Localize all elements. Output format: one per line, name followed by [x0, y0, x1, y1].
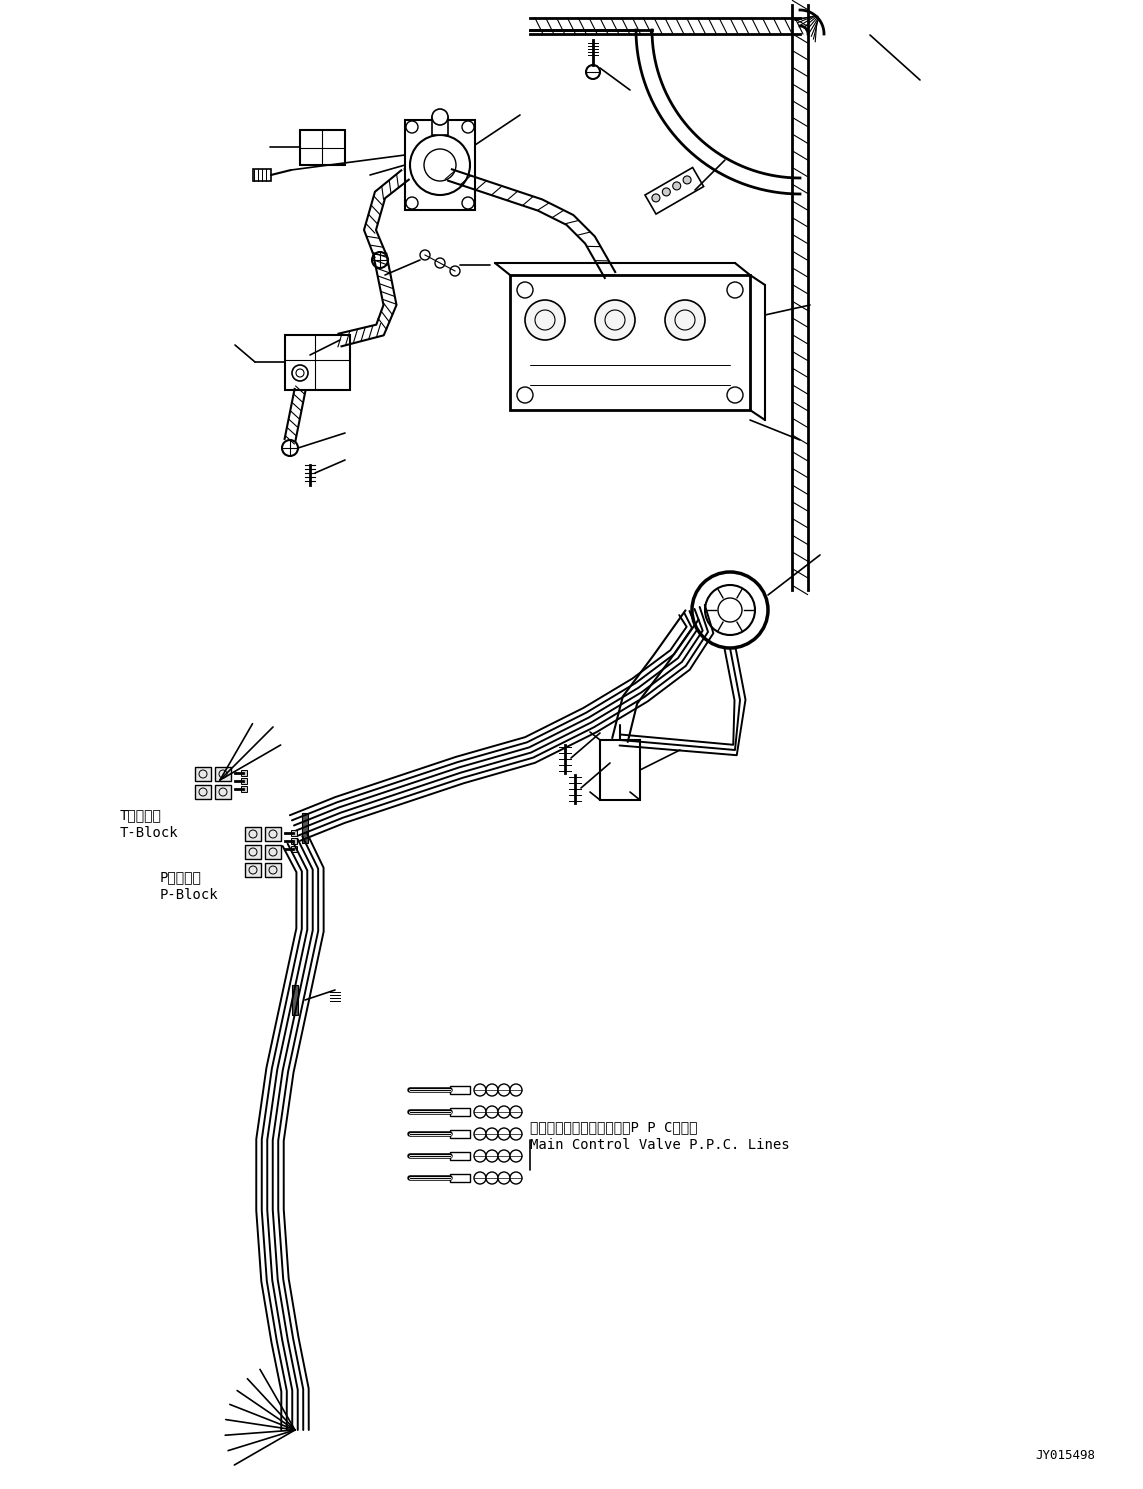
Circle shape	[596, 299, 636, 339]
Circle shape	[727, 281, 743, 298]
Circle shape	[684, 176, 692, 185]
Circle shape	[450, 267, 459, 275]
Text: Main Control Valve P.P.C. Lines: Main Control Valve P.P.C. Lines	[530, 1138, 790, 1152]
Circle shape	[498, 1106, 510, 1118]
Bar	[245, 844, 261, 859]
Circle shape	[474, 1150, 486, 1161]
Circle shape	[432, 109, 448, 125]
Circle shape	[474, 1172, 486, 1184]
Bar	[195, 785, 211, 800]
Circle shape	[486, 1106, 498, 1118]
Bar	[450, 1152, 470, 1160]
Circle shape	[510, 1129, 522, 1141]
Bar	[600, 740, 640, 800]
Circle shape	[486, 1129, 498, 1141]
Bar	[645, 167, 704, 214]
Circle shape	[525, 299, 565, 339]
Circle shape	[510, 1150, 522, 1161]
Bar	[245, 826, 261, 841]
Bar	[265, 844, 281, 859]
Bar	[450, 1085, 470, 1094]
Circle shape	[419, 250, 430, 261]
Circle shape	[462, 121, 474, 133]
Circle shape	[410, 135, 470, 195]
Circle shape	[510, 1106, 522, 1118]
Bar	[450, 1130, 470, 1138]
Circle shape	[486, 1150, 498, 1161]
Circle shape	[498, 1150, 510, 1161]
Polygon shape	[405, 121, 475, 210]
Circle shape	[652, 194, 660, 203]
Circle shape	[727, 387, 743, 404]
Bar	[291, 829, 297, 835]
Bar	[195, 767, 211, 782]
Circle shape	[673, 182, 681, 191]
Circle shape	[474, 1084, 486, 1096]
Bar	[241, 770, 247, 776]
Circle shape	[498, 1129, 510, 1141]
Circle shape	[462, 197, 474, 208]
Bar	[450, 1108, 470, 1115]
Circle shape	[662, 188, 670, 197]
Bar	[302, 813, 307, 843]
Bar	[432, 118, 448, 135]
Text: Tブロック: Tブロック	[120, 809, 162, 822]
Circle shape	[406, 197, 418, 208]
Circle shape	[291, 365, 307, 381]
Circle shape	[692, 572, 768, 648]
Bar	[265, 826, 281, 841]
Bar	[215, 785, 231, 800]
Circle shape	[371, 252, 387, 268]
Circle shape	[474, 1129, 486, 1141]
Text: Pブロック: Pブロック	[160, 870, 202, 884]
Circle shape	[510, 1084, 522, 1096]
Circle shape	[435, 258, 445, 268]
Circle shape	[486, 1172, 498, 1184]
Circle shape	[586, 66, 600, 79]
Bar	[265, 864, 281, 877]
Bar	[241, 777, 247, 785]
Bar	[291, 846, 297, 852]
Circle shape	[665, 299, 705, 339]
Text: T-Block: T-Block	[120, 826, 178, 840]
Text: P-Block: P-Block	[160, 887, 218, 902]
Circle shape	[498, 1172, 510, 1184]
Bar	[291, 838, 297, 844]
FancyBboxPatch shape	[510, 275, 750, 409]
Bar	[245, 864, 261, 877]
Circle shape	[510, 1172, 522, 1184]
Circle shape	[486, 1084, 498, 1096]
Circle shape	[498, 1084, 510, 1096]
Bar	[241, 786, 247, 792]
Bar	[450, 1173, 470, 1182]
Circle shape	[406, 121, 418, 133]
Polygon shape	[285, 335, 350, 390]
Text: JY015498: JY015498	[1036, 1449, 1095, 1462]
Circle shape	[282, 441, 298, 456]
Bar	[215, 767, 231, 782]
Bar	[291, 986, 298, 1015]
Text: メインコントロールバルブP P Cライン: メインコントロールバルブP P Cライン	[530, 1120, 697, 1135]
Circle shape	[517, 387, 533, 404]
Circle shape	[474, 1106, 486, 1118]
Circle shape	[517, 281, 533, 298]
Bar	[253, 168, 271, 182]
